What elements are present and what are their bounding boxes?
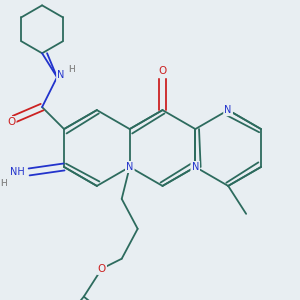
Text: N: N xyxy=(57,70,65,80)
Text: H: H xyxy=(0,179,7,188)
Text: N: N xyxy=(224,105,232,115)
Text: NH: NH xyxy=(10,167,25,177)
Text: O: O xyxy=(7,117,15,127)
Text: H: H xyxy=(68,65,74,74)
Text: O: O xyxy=(158,66,166,76)
Text: H: H xyxy=(0,179,7,188)
Text: H: H xyxy=(68,65,74,74)
Text: NH: NH xyxy=(10,167,25,177)
Text: O: O xyxy=(158,67,166,77)
Text: O: O xyxy=(7,117,15,127)
Text: O: O xyxy=(98,264,106,274)
Text: N: N xyxy=(192,162,199,172)
Text: N: N xyxy=(192,162,199,172)
Text: N: N xyxy=(224,105,232,115)
Text: N: N xyxy=(126,162,134,172)
Text: O: O xyxy=(98,264,106,274)
Text: N: N xyxy=(57,70,65,80)
Text: N: N xyxy=(126,162,134,172)
